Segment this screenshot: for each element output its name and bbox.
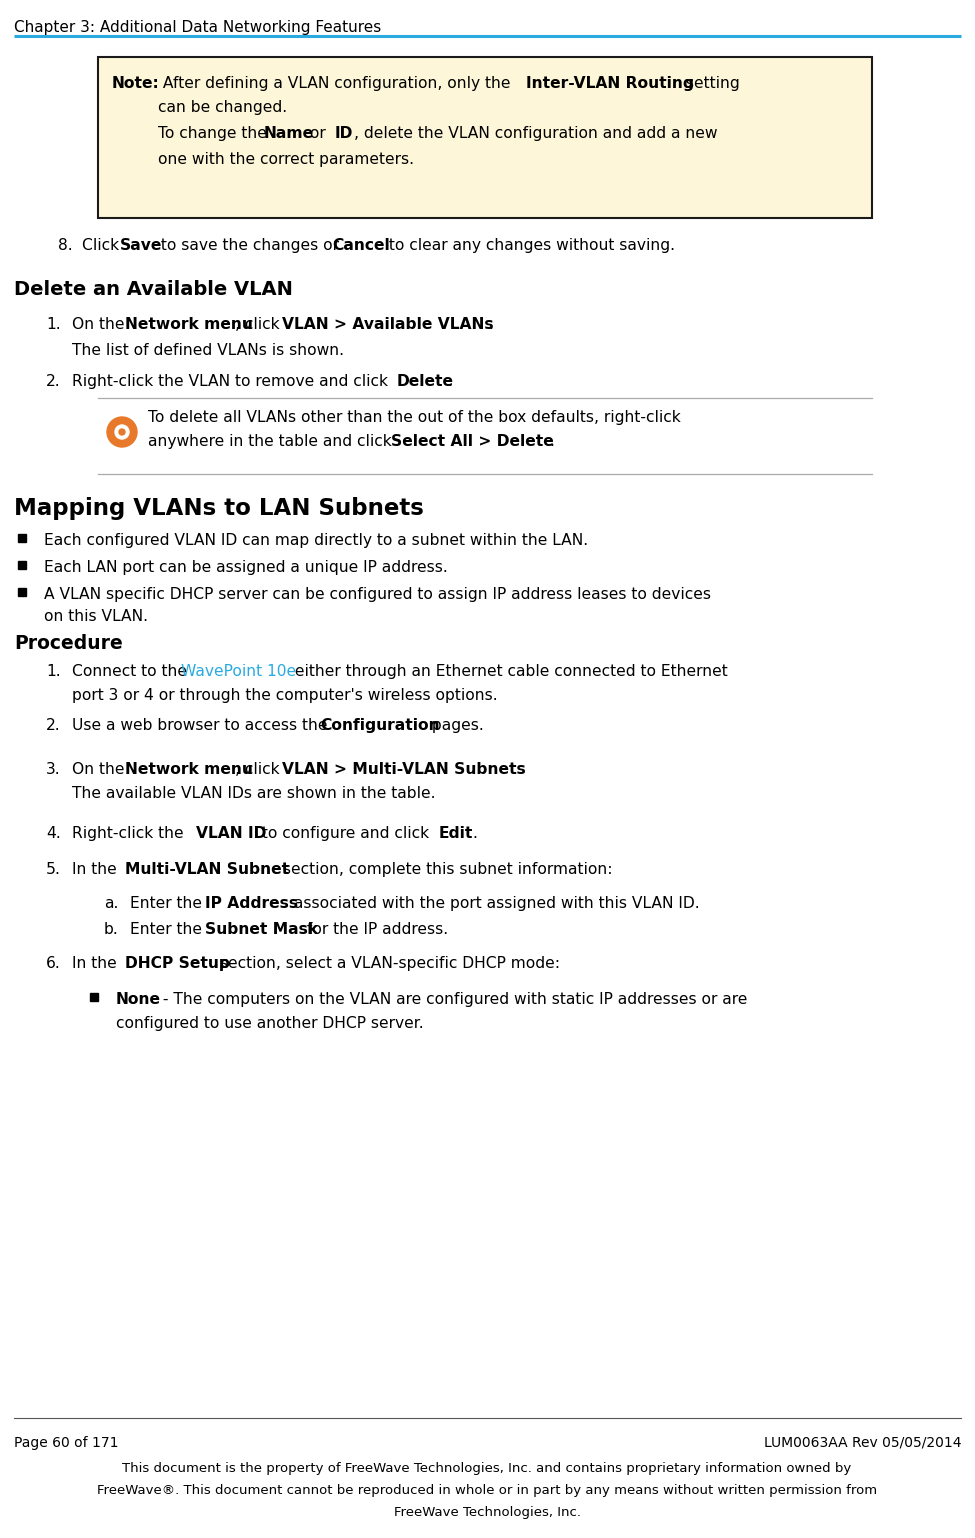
Text: Mapping VLANs to LAN Subnets: Mapping VLANs to LAN Subnets bbox=[14, 497, 424, 520]
Circle shape bbox=[115, 424, 129, 438]
Text: 4.: 4. bbox=[46, 826, 60, 841]
Text: This document is the property of FreeWave Technologies, Inc. and contains propri: This document is the property of FreeWav… bbox=[123, 1463, 851, 1475]
Text: DHCP Setup: DHCP Setup bbox=[125, 957, 230, 970]
Text: Multi-VLAN Subnet: Multi-VLAN Subnet bbox=[125, 861, 290, 877]
Text: associated with the port assigned with this VLAN ID.: associated with the port assigned with t… bbox=[289, 897, 700, 910]
Text: Network menu: Network menu bbox=[125, 761, 253, 777]
Text: .: . bbox=[488, 317, 493, 332]
Text: Inter-VLAN Routing: Inter-VLAN Routing bbox=[526, 75, 694, 91]
Text: The available VLAN IDs are shown in the table.: The available VLAN IDs are shown in the … bbox=[72, 786, 436, 801]
Text: FreeWave®. This document cannot be reproduced in whole or in part by any means w: FreeWave®. This document cannot be repro… bbox=[97, 1484, 878, 1496]
Text: to save the changes or: to save the changes or bbox=[156, 238, 344, 252]
Text: section, complete this subnet information:: section, complete this subnet informatio… bbox=[278, 861, 612, 877]
Text: FreeWave Technologies, Inc.: FreeWave Technologies, Inc. bbox=[394, 1506, 580, 1520]
Text: LUM0063AA Rev 05/05/2014: LUM0063AA Rev 05/05/2014 bbox=[763, 1436, 961, 1450]
Text: Right-click the: Right-click the bbox=[72, 826, 188, 841]
Text: To change the: To change the bbox=[158, 126, 272, 141]
Text: 2.: 2. bbox=[46, 374, 60, 389]
Text: section, select a VLAN-specific DHCP mode:: section, select a VLAN-specific DHCP mod… bbox=[215, 957, 560, 970]
Text: Enter the: Enter the bbox=[130, 897, 207, 910]
Text: In the: In the bbox=[72, 861, 122, 877]
Text: 6.: 6. bbox=[46, 957, 60, 970]
Text: VLAN > Available VLANs: VLAN > Available VLANs bbox=[282, 317, 493, 332]
Text: Edit: Edit bbox=[439, 826, 474, 841]
Text: to clear any changes without saving.: to clear any changes without saving. bbox=[384, 238, 675, 252]
Text: Enter the: Enter the bbox=[130, 921, 207, 937]
Text: Click: Click bbox=[82, 238, 124, 252]
Text: , click: , click bbox=[235, 761, 285, 777]
Text: On the: On the bbox=[72, 761, 130, 777]
Text: either through an Ethernet cable connected to Ethernet: either through an Ethernet cable connect… bbox=[290, 664, 727, 678]
Text: Subnet Mask: Subnet Mask bbox=[205, 921, 318, 937]
Text: Chapter 3: Additional Data Networking Features: Chapter 3: Additional Data Networking Fe… bbox=[14, 20, 381, 35]
Text: a.: a. bbox=[104, 897, 118, 910]
Text: 2.: 2. bbox=[46, 718, 60, 734]
Circle shape bbox=[119, 429, 125, 435]
Text: - The computers on the VLAN are configured with static IP addresses or are: - The computers on the VLAN are configur… bbox=[158, 992, 748, 1007]
Text: Delete an Available VLAN: Delete an Available VLAN bbox=[14, 280, 292, 298]
Text: None: None bbox=[116, 992, 161, 1007]
Text: Configuration: Configuration bbox=[320, 718, 440, 734]
Text: Select All > Delete: Select All > Delete bbox=[391, 434, 554, 449]
Text: Network menu: Network menu bbox=[125, 317, 253, 332]
Text: ID: ID bbox=[335, 126, 353, 141]
Text: In the: In the bbox=[72, 957, 122, 970]
Text: to configure and click: to configure and click bbox=[257, 826, 434, 841]
Text: Cancel: Cancel bbox=[332, 238, 390, 252]
Text: port 3 or 4 or through the computer's wireless options.: port 3 or 4 or through the computer's wi… bbox=[72, 687, 497, 703]
Text: Connect to the: Connect to the bbox=[72, 664, 192, 678]
FancyBboxPatch shape bbox=[98, 57, 872, 218]
Text: , delete the VLAN configuration and add a new: , delete the VLAN configuration and add … bbox=[354, 126, 718, 141]
Text: Delete: Delete bbox=[397, 374, 454, 389]
Text: On the: On the bbox=[72, 317, 130, 332]
Text: To delete all VLANs other than the out of the box defaults, right-click: To delete all VLANs other than the out o… bbox=[148, 411, 681, 424]
Text: VLAN > Multi-VLAN Subnets: VLAN > Multi-VLAN Subnets bbox=[282, 761, 526, 777]
Text: Each LAN port can be assigned a unique IP address.: Each LAN port can be assigned a unique I… bbox=[44, 560, 448, 575]
Text: Save: Save bbox=[120, 238, 163, 252]
Text: Use a web browser to access the: Use a web browser to access the bbox=[72, 718, 332, 734]
Text: configured to use another DHCP server.: configured to use another DHCP server. bbox=[116, 1017, 423, 1030]
Text: 1.: 1. bbox=[46, 664, 60, 678]
Text: The list of defined VLANs is shown.: The list of defined VLANs is shown. bbox=[72, 343, 344, 358]
Text: , click: , click bbox=[235, 317, 285, 332]
Text: Procedure: Procedure bbox=[14, 634, 123, 654]
Text: .: . bbox=[549, 434, 554, 449]
Text: 1.: 1. bbox=[46, 317, 60, 332]
Text: 3.: 3. bbox=[46, 761, 60, 777]
Text: IP Address: IP Address bbox=[205, 897, 298, 910]
Text: .: . bbox=[512, 761, 517, 777]
Text: A VLAN specific DHCP server can be configured to assign IP address leases to dev: A VLAN specific DHCP server can be confi… bbox=[44, 588, 711, 601]
Text: WavePoint 10e: WavePoint 10e bbox=[181, 664, 296, 678]
Text: .: . bbox=[472, 826, 477, 841]
Text: Right-click the VLAN to remove and click: Right-click the VLAN to remove and click bbox=[72, 374, 393, 389]
Text: for the IP address.: for the IP address. bbox=[302, 921, 448, 937]
Text: VLAN ID: VLAN ID bbox=[196, 826, 266, 841]
Text: on this VLAN.: on this VLAN. bbox=[44, 609, 148, 624]
Text: anywhere in the table and click: anywhere in the table and click bbox=[148, 434, 397, 449]
Text: Name: Name bbox=[264, 126, 314, 141]
Text: or: or bbox=[305, 126, 331, 141]
Text: pages.: pages. bbox=[427, 718, 484, 734]
Text: Note:: Note: bbox=[112, 75, 160, 91]
Text: Each configured VLAN ID can map directly to a subnet within the LAN.: Each configured VLAN ID can map directly… bbox=[44, 534, 588, 548]
Text: setting: setting bbox=[681, 75, 740, 91]
Text: b.: b. bbox=[104, 921, 119, 937]
Text: can be changed.: can be changed. bbox=[158, 100, 287, 115]
Text: 8.: 8. bbox=[58, 238, 72, 252]
Text: 5.: 5. bbox=[46, 861, 60, 877]
Text: .: . bbox=[447, 374, 451, 389]
Text: one with the correct parameters.: one with the correct parameters. bbox=[158, 152, 414, 168]
Circle shape bbox=[107, 417, 137, 448]
Text: Page 60 of 171: Page 60 of 171 bbox=[14, 1436, 119, 1450]
Text: After defining a VLAN configuration, only the: After defining a VLAN configuration, onl… bbox=[158, 75, 516, 91]
